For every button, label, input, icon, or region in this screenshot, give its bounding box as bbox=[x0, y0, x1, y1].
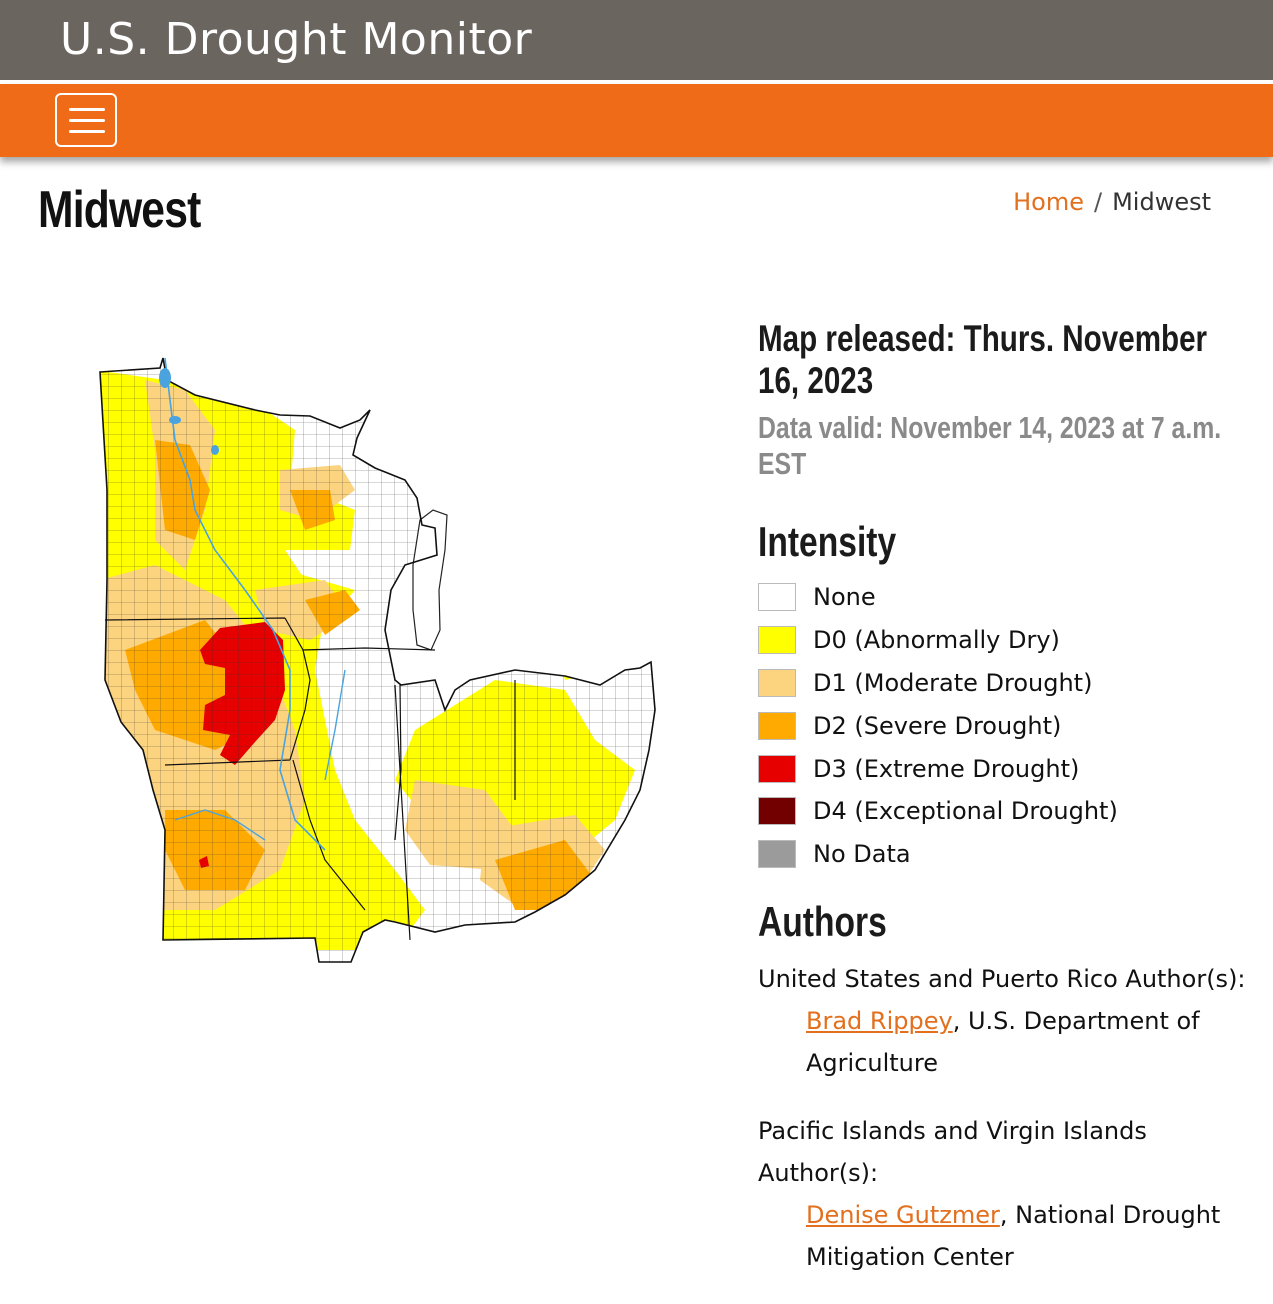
drought-map[interactable] bbox=[95, 350, 665, 970]
hamburger-icon-line bbox=[69, 119, 105, 122]
legend-code: D4 bbox=[813, 797, 847, 826]
nav-bar bbox=[0, 84, 1273, 157]
intensity-heading: Intensity bbox=[758, 518, 897, 565]
legend-description: (Severe Drought) bbox=[854, 711, 1062, 740]
map-released-date: Map released: Thurs. November 16, 2023 bbox=[758, 318, 1208, 401]
breadcrumb-current: Midwest bbox=[1112, 188, 1211, 216]
legend-item: D1 (Moderate Drought) bbox=[758, 662, 1118, 705]
legend-description: No Data bbox=[813, 840, 911, 869]
legend-code: D3 bbox=[813, 754, 847, 783]
legend-description: (Abnormally Dry) bbox=[854, 626, 1060, 655]
legend-description: (Moderate Drought) bbox=[854, 668, 1093, 697]
author-group-title: United States and Puerto Rico Author(s): bbox=[758, 965, 1246, 993]
breadcrumb-separator: / bbox=[1093, 188, 1103, 216]
legend-item: D4 (Exceptional Drought) bbox=[758, 790, 1118, 833]
hamburger-icon-line bbox=[69, 108, 105, 111]
site-header: U.S. Drought Monitor bbox=[0, 0, 1273, 80]
menu-button[interactable] bbox=[55, 93, 117, 147]
legend-swatch bbox=[758, 583, 796, 612]
author-entry: Denise Gutzmer, National Drought Mitigat… bbox=[758, 1194, 1248, 1278]
legend-item: None bbox=[758, 576, 1118, 619]
legend-swatch bbox=[758, 754, 796, 783]
legend-description: None bbox=[813, 583, 876, 612]
legend-description: (Exceptional Drought) bbox=[854, 797, 1118, 826]
legend-swatch bbox=[758, 668, 796, 697]
legend-label: D4 (Exceptional Drought) bbox=[813, 797, 1118, 825]
hamburger-icon-line bbox=[69, 130, 105, 133]
breadcrumb-home-link[interactable]: Home bbox=[1013, 188, 1084, 216]
legend-code: D2 bbox=[813, 711, 847, 740]
author-link[interactable]: Brad Rippey bbox=[806, 1007, 953, 1035]
legend-code: D0 bbox=[813, 626, 847, 655]
page-title: Midwest bbox=[38, 181, 201, 239]
legend-swatch bbox=[758, 711, 796, 740]
legend-label: D0 (Abnormally Dry) bbox=[813, 626, 1060, 654]
author-group: United States and Puerto Rico Author(s):… bbox=[758, 958, 1248, 1084]
breadcrumb: Home / Midwest bbox=[1013, 188, 1211, 216]
map-info-panel: Map released: Thurs. November 16, 2023 D… bbox=[758, 318, 1248, 1271]
author-group: Pacific Islands and Virgin Islands Autho… bbox=[758, 1110, 1248, 1278]
legend-item: D3 (Extreme Drought) bbox=[758, 747, 1118, 790]
intensity-legend: None D0 (Abnormally Dry) D1 (Moderate Drou… bbox=[758, 576, 1118, 876]
legend-label: D1 (Moderate Drought) bbox=[813, 669, 1092, 697]
legend-label: D3 (Extreme Drought) bbox=[813, 755, 1079, 783]
legend-item: No Data bbox=[758, 833, 1118, 876]
authors-heading: Authors bbox=[758, 898, 887, 945]
legend-label: No Data bbox=[813, 840, 911, 868]
legend-swatch bbox=[758, 626, 796, 655]
legend-item: D0 (Abnormally Dry) bbox=[758, 619, 1118, 662]
author-link[interactable]: Denise Gutzmer bbox=[806, 1201, 1000, 1229]
author-affiliation: , U.S. Department of Agriculture bbox=[806, 1007, 1200, 1077]
author-entry: Brad Rippey, U.S. Department of Agricult… bbox=[758, 1000, 1248, 1084]
legend-label: D2 (Severe Drought) bbox=[813, 712, 1061, 740]
legend-swatch bbox=[758, 840, 796, 869]
midwest-drought-map-svg bbox=[99, 357, 656, 963]
site-title[interactable]: U.S. Drought Monitor bbox=[60, 14, 533, 65]
legend-item: D2 (Severe Drought) bbox=[758, 704, 1118, 747]
legend-code: D1 bbox=[813, 668, 847, 697]
legend-swatch bbox=[758, 797, 796, 826]
author-group-title: Pacific Islands and Virgin Islands Autho… bbox=[758, 1117, 1147, 1187]
data-valid-date: Data valid: November 14, 2023 at 7 a.m. … bbox=[758, 410, 1222, 481]
legend-label: None bbox=[813, 583, 876, 611]
legend-description: (Extreme Drought) bbox=[854, 754, 1080, 783]
author-affiliation: , National Drought Mitigation Center bbox=[806, 1201, 1221, 1271]
authors-list: United States and Puerto Rico Author(s):… bbox=[758, 958, 1248, 1304]
